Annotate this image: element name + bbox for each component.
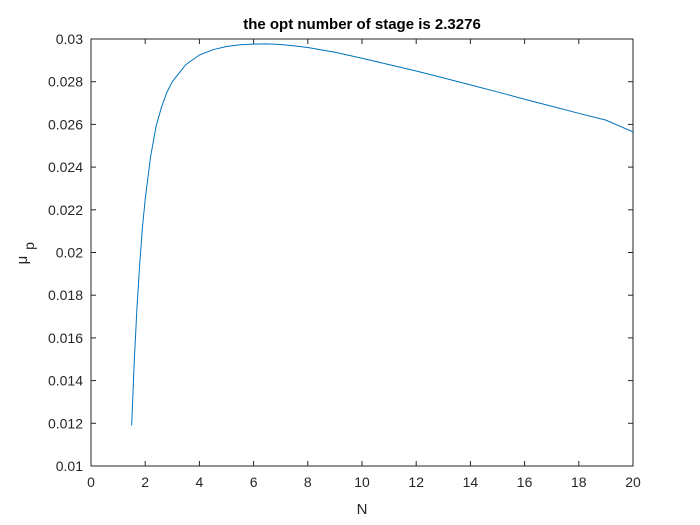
y-tick-label: 0.016 (48, 330, 83, 346)
y-axis-label-main: μ (14, 256, 31, 265)
x-tick-label: 14 (463, 474, 479, 490)
axis-ticks (90, 38, 634, 467)
x-axis-label: N (357, 501, 368, 518)
x-tick-label: 16 (517, 474, 533, 490)
x-tick-label: 18 (571, 474, 587, 490)
y-tick-label: 0.02 (56, 245, 83, 261)
y-tick-label: 0.012 (48, 415, 83, 431)
chart-title: the opt number of stage is 2.3276 (243, 16, 481, 33)
x-tick-label: 0 (87, 474, 95, 490)
y-tick-label: 0.026 (48, 116, 83, 132)
x-tick-label: 2 (141, 474, 149, 490)
y-tick-label: 0.014 (48, 373, 83, 389)
y-axis-label: μ p (14, 242, 37, 264)
y-tick-label: 0.022 (48, 202, 83, 218)
x-tick-label: 8 (304, 474, 312, 490)
x-tick-label: 10 (354, 474, 370, 490)
y-tick-label: 0.01 (56, 458, 83, 474)
x-tick-label: 6 (250, 474, 258, 490)
y-tick-label: 0.03 (56, 31, 83, 47)
x-tick-label: 12 (408, 474, 424, 490)
y-axis-label-subscript: p (21, 242, 37, 250)
series-line (131, 43, 634, 426)
x-tick-label: 4 (196, 474, 204, 490)
plot-area (90, 38, 634, 467)
y-tick-label: 0.024 (48, 159, 83, 175)
x-tick-label: 20 (625, 474, 641, 490)
y-tick-label: 0.028 (48, 74, 83, 90)
y-tick-label: 0.018 (48, 287, 83, 303)
tick-labels: 0 2 4 6 8 10 12 14 16 18 20 0.01 0.012 0.014 0.016 0.01… (48, 31, 641, 490)
